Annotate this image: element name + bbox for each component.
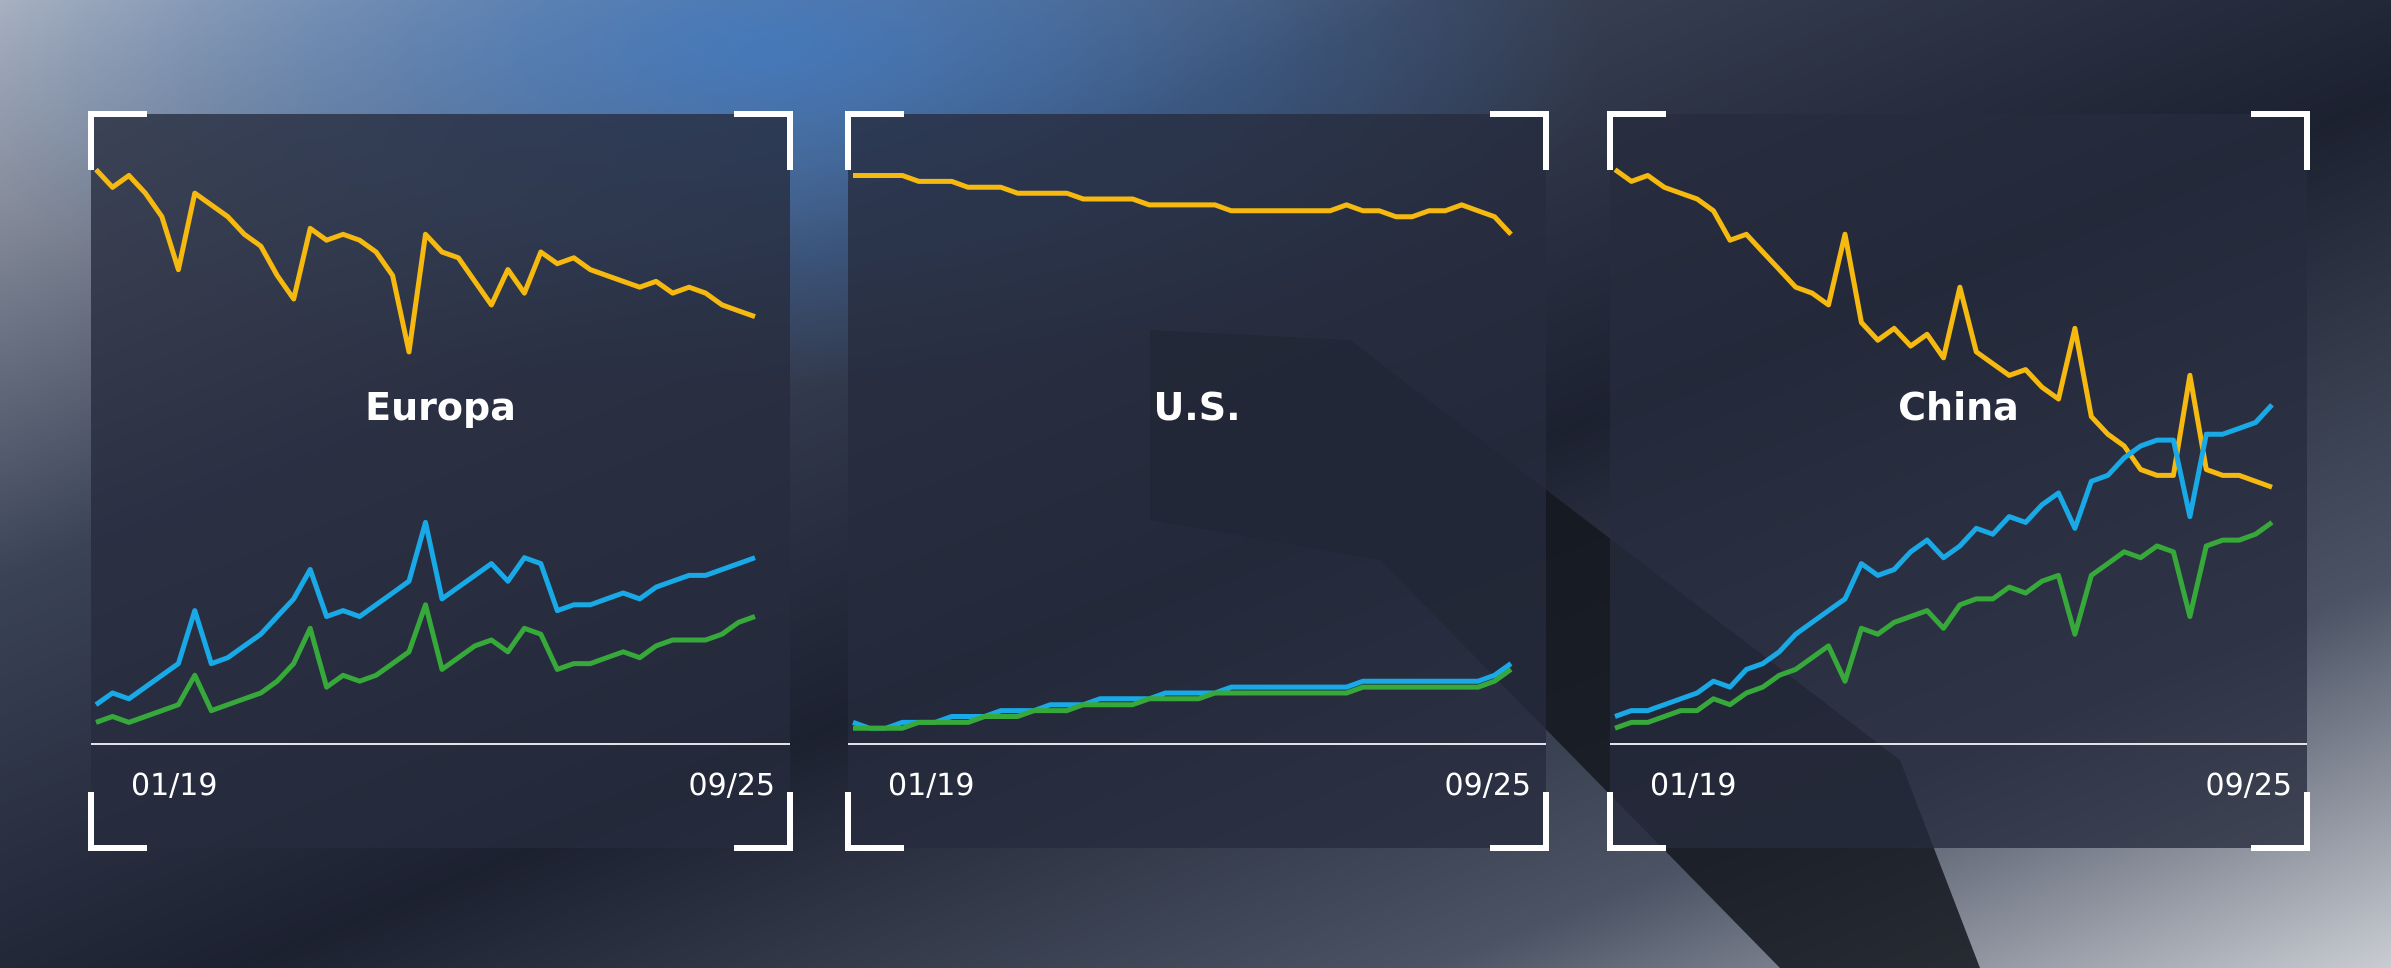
panel-overlay [848, 114, 1546, 848]
chart-panel: Europa 01/19 09/25 [91, 114, 790, 848]
x-tick-label: 01/19 [888, 768, 974, 803]
screen: Europa 01/19 09/25 U.S. 01/19 09/25 China 01/19… [0, 0, 2391, 968]
chart-title: U.S. [1153, 385, 1240, 429]
panel-overlay [91, 114, 790, 848]
chart-title: China [1898, 385, 2019, 429]
panels: Europa 01/19 09/25 U.S. 01/19 09/25 China 01/19… [91, 114, 2307, 848]
x-tick-label: 09/25 [689, 768, 775, 803]
chart-panel: U.S. 01/19 09/25 [848, 114, 1546, 848]
chart-panel: China 01/19 09/25 [1610, 114, 2307, 848]
x-tick-label: 01/19 [1650, 768, 1736, 803]
x-tick-label: 01/19 [131, 768, 217, 803]
x-tick-label: 09/25 [2206, 768, 2292, 803]
x-tick-label: 09/25 [1445, 768, 1531, 803]
panel-overlay [1610, 114, 2307, 848]
chart-title: Europa [365, 385, 516, 429]
